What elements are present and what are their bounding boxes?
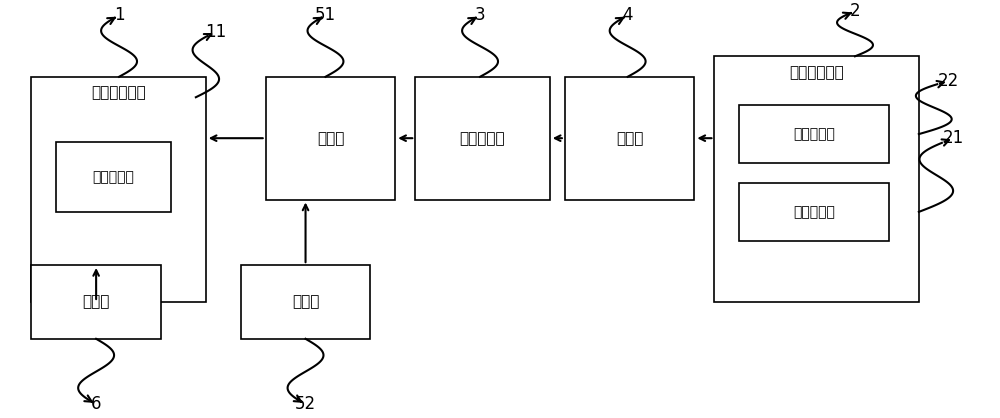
Bar bbox=[739, 183, 889, 240]
Text: 51: 51 bbox=[315, 6, 336, 24]
Bar bbox=[31, 265, 161, 339]
Bar bbox=[241, 265, 370, 339]
Text: 2: 2 bbox=[850, 2, 860, 20]
Text: 3: 3 bbox=[475, 6, 485, 24]
Text: 稳流件: 稳流件 bbox=[616, 131, 643, 146]
Bar bbox=[415, 77, 550, 200]
Bar bbox=[31, 77, 206, 302]
Text: 21: 21 bbox=[943, 129, 964, 147]
Text: 功率控制件: 功率控制件 bbox=[793, 205, 835, 219]
Text: 1: 1 bbox=[114, 6, 124, 24]
Text: 控制器: 控制器 bbox=[292, 294, 319, 309]
Bar bbox=[266, 77, 395, 200]
Text: 11: 11 bbox=[205, 23, 226, 41]
Text: 52: 52 bbox=[295, 395, 316, 413]
Text: 电池容量件: 电池容量件 bbox=[93, 170, 135, 184]
Text: 6: 6 bbox=[91, 395, 101, 413]
Bar bbox=[56, 142, 171, 212]
Text: 功率限定件: 功率限定件 bbox=[793, 127, 835, 141]
Bar bbox=[739, 105, 889, 163]
Text: 电流检测件: 电流检测件 bbox=[460, 131, 505, 146]
Text: 储蓄电池模块: 储蓄电池模块 bbox=[91, 86, 146, 101]
Text: 燃料电池模块: 燃料电池模块 bbox=[789, 65, 844, 80]
Bar bbox=[714, 56, 919, 302]
Text: 22: 22 bbox=[938, 72, 959, 90]
Bar bbox=[565, 77, 694, 200]
Text: 报警器: 报警器 bbox=[82, 294, 110, 309]
Text: 4: 4 bbox=[622, 6, 633, 24]
Text: 断电件: 断电件 bbox=[317, 131, 344, 146]
